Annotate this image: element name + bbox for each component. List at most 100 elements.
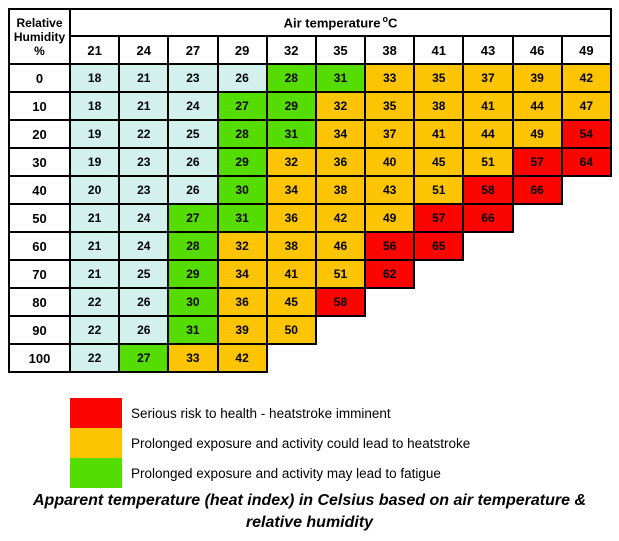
col-header-air-temp: 32: [265, 35, 317, 65]
empty-cell: [561, 176, 611, 204]
unit-label: C: [387, 15, 398, 31]
empty-cell: [463, 288, 513, 316]
heat-index-cell: 32: [265, 147, 317, 177]
row-header-humidity: 80: [8, 287, 71, 317]
empty-cell: [512, 204, 562, 232]
heat-index-cell: 51: [314, 259, 367, 289]
heat-index-cell: 65: [413, 231, 465, 261]
empty-cell: [365, 316, 415, 344]
heat-index-cell: 37: [462, 63, 514, 93]
empty-cell: [512, 316, 562, 344]
heat-index-cell: 21: [68, 231, 121, 261]
heat-index-cell: 62: [364, 259, 416, 289]
heat-index-cell: 34: [216, 259, 268, 289]
table-wrapper: Relative Humidity % Air temperature oC 21…: [8, 8, 613, 373]
heat-index-cell: 26: [118, 315, 170, 345]
air-temperature-header: Air temperature oC: [69, 8, 612, 37]
heat-index-cell: 31: [167, 315, 219, 345]
heat-index-cell: 23: [118, 175, 170, 205]
heat-index-cell: 41: [265, 259, 317, 289]
heat-index-cell: 22: [68, 287, 121, 317]
empty-cell: [414, 288, 464, 316]
heat-index-cell: 24: [118, 231, 170, 261]
heat-index-cell: 23: [167, 63, 219, 93]
heat-index-cell: 50: [265, 315, 317, 345]
heat-index-cell: 26: [216, 63, 268, 93]
heat-index-cell: 22: [68, 343, 121, 373]
corner-line: %: [34, 43, 45, 58]
caption-line-1: Apparent temperature (heat index) in Cel…: [32, 492, 587, 509]
row-header-humidity: 30: [8, 147, 71, 177]
table-row: 60 21 24 28 32 38 46 56 65: [8, 231, 611, 261]
heat-index-cell: 42: [560, 63, 613, 93]
legend: Serious risk to health - heatstroke immi…: [70, 398, 470, 488]
empty-cell: [463, 260, 513, 288]
heat-index-cell: 21: [118, 91, 170, 121]
heat-index-cell: 56: [364, 231, 416, 261]
heat-index-cell: 36: [216, 287, 268, 317]
caption-line-2: relative humidity: [245, 514, 374, 531]
heat-index-cell: 41: [462, 91, 514, 121]
corner-line: Humidity: [13, 29, 66, 44]
heat-index-cell: 35: [413, 63, 465, 93]
heat-index-cell: 34: [314, 119, 367, 149]
heat-index-cell: 22: [118, 119, 170, 149]
empty-cell: [463, 344, 513, 372]
table-row: 100 22 27 33 42: [8, 343, 611, 373]
empty-cell: [561, 260, 611, 288]
heat-index-cell: 30: [216, 175, 268, 205]
empty-cell: [365, 344, 415, 372]
table-row: 20 19 22 25 28 31 34 37 41 44 49 54: [8, 119, 613, 149]
heat-index-cell: 20: [68, 175, 121, 205]
heat-index-cell: 21: [68, 203, 121, 233]
table-row: 0 18 21 23 26 28 31 33 35 37 39 42: [8, 63, 613, 93]
empty-cell: [266, 344, 316, 372]
heat-index-cell: 19: [68, 147, 121, 177]
heat-index-cell: 27: [216, 91, 268, 121]
heat-index-cell: 49: [511, 119, 563, 149]
legend-label: Serious risk to health - heatstroke immi…: [131, 405, 391, 421]
heat-index-cell: 31: [265, 119, 317, 149]
heat-index-cell: 64: [560, 147, 613, 177]
heat-index-cell: 31: [314, 63, 367, 93]
col-header-air-temp: 41: [413, 35, 465, 65]
heat-index-cell: 25: [167, 119, 219, 149]
heat-index-cell: 22: [68, 315, 121, 345]
heat-index-cell: 38: [265, 231, 317, 261]
empty-cell: [414, 316, 464, 344]
empty-cell: [561, 316, 611, 344]
heat-index-cell: 40: [364, 147, 416, 177]
col-header-air-temp: 21: [68, 35, 121, 65]
heat-index-table: Relative Humidity % Air temperature oC 21…: [8, 8, 613, 373]
row-header-humidity: 100: [8, 343, 71, 373]
heat-index-cell: 45: [265, 287, 317, 317]
heat-index-cell: 38: [314, 175, 367, 205]
empty-cell: [512, 232, 562, 260]
table-row: 50 21 24 27 31 36 42 49 57 66: [8, 203, 611, 233]
corner-line: Relative: [16, 15, 63, 30]
legend-item-heatstroke-possible: Prolonged exposure and activity could le…: [70, 428, 470, 458]
heat-index-cell: 21: [68, 259, 121, 289]
col-header-air-temp: 35: [314, 35, 367, 65]
legend-item-serious-risk: Serious risk to health - heatstroke immi…: [70, 398, 470, 428]
heat-index-cell: 28: [167, 231, 219, 261]
row-header-humidity: 10: [8, 91, 71, 121]
row-header-humidity: 40: [8, 175, 71, 205]
heat-index-cell: 27: [118, 343, 170, 373]
heat-index-cell: 26: [167, 175, 219, 205]
legend-swatch-orange: [70, 428, 122, 458]
empty-cell: [512, 344, 562, 372]
col-header-air-temp: 38: [364, 35, 416, 65]
heat-index-cell: 33: [364, 63, 416, 93]
legend-swatch-red: [70, 398, 122, 428]
legend-swatch-green: [70, 458, 122, 488]
empty-cell: [414, 260, 464, 288]
heat-index-cell: 26: [167, 147, 219, 177]
heat-index-cell: 26: [118, 287, 170, 317]
row-header-humidity: 0: [8, 63, 71, 93]
heat-index-cell: 39: [216, 315, 268, 345]
heat-index-cell: 44: [462, 119, 514, 149]
row-header-humidity: 20: [8, 119, 71, 149]
heat-index-cell: 29: [265, 91, 317, 121]
heat-index-cell: 43: [364, 175, 416, 205]
